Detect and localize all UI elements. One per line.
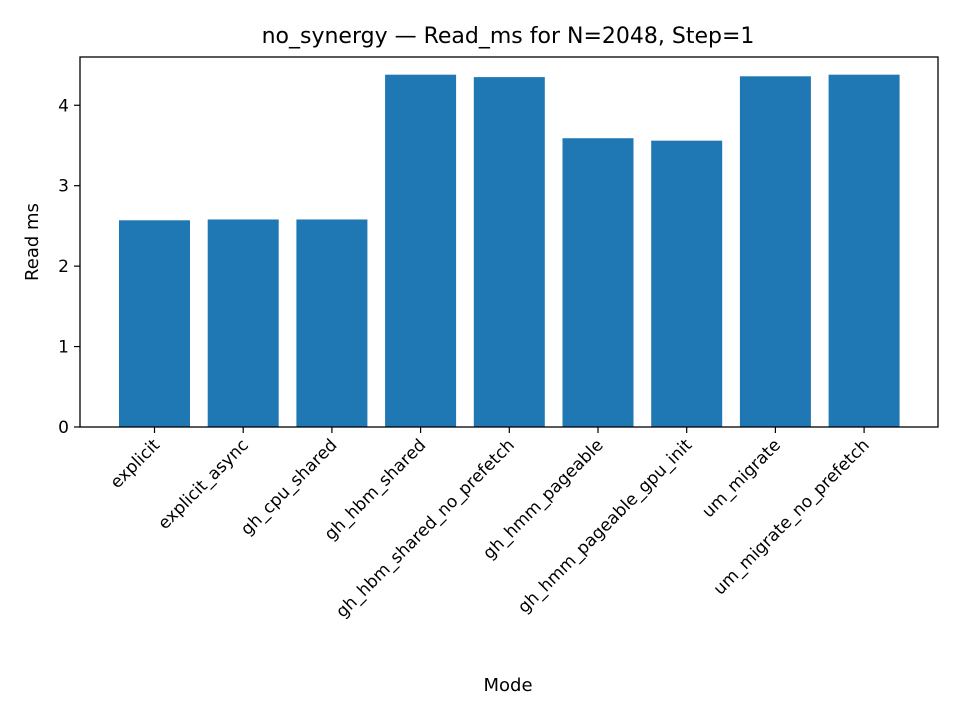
bars-group (119, 74, 900, 428)
x-tick-label: um_migrate (698, 435, 785, 522)
x-tick-label: explicit (107, 435, 165, 493)
bar-gh_hmm_pageable_gpu_init (651, 140, 723, 428)
y-tick-label: 4 (58, 96, 69, 116)
x-tick-label: explicit_async (154, 435, 252, 533)
x-axis-label: Mode (483, 675, 532, 696)
y-axis-label: Read ms (22, 203, 43, 281)
plot-frame (79, 56, 939, 428)
y-tick-label: 0 (58, 418, 69, 438)
y-tick-label: 2 (58, 257, 69, 277)
y-axis: 0 1 2 3 4 (58, 96, 80, 438)
bar-gh_hbm_shared (385, 74, 457, 428)
bar-gh_hbm_shared_no_prefetch (473, 77, 545, 427)
bar-gh_hmm_pageable (562, 138, 634, 427)
y-tick-label: 1 (58, 338, 69, 358)
bar-explicit_async (207, 219, 279, 427)
x-tick-label: gh_hbm_shared_no_prefetch (332, 435, 519, 622)
bar-explicit (119, 220, 190, 427)
y-tick-label: 3 (58, 177, 69, 197)
x-tick-label: gh_cpu_shared (237, 435, 341, 539)
x-tick-label: um_migrate_no_prefetch (710, 435, 874, 599)
bar-um_migrate_no_prefetch (828, 74, 900, 428)
x-tick-label: gh_hmm_pageable_gpu_init (514, 435, 696, 617)
bar-um_migrate (739, 76, 811, 427)
bar-gh_cpu_shared (296, 219, 368, 427)
chart-title: no_synergy — Read_ms for N=2048, Step=1 (262, 24, 755, 49)
x-axis: explicitexplicit_asyncgh_cpu_sharedgh_hb… (107, 427, 874, 622)
